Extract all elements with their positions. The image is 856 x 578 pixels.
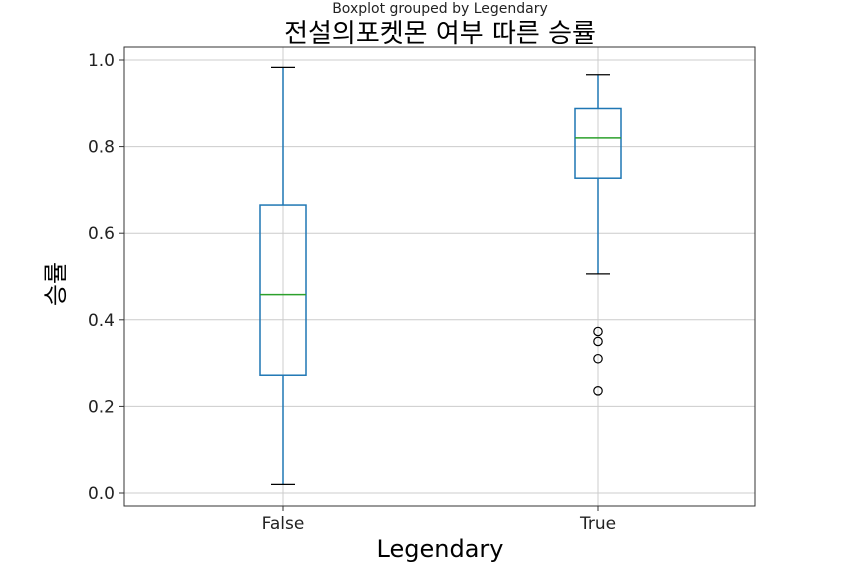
chart-suptitle: Boxplot grouped by Legendary <box>332 1 548 17</box>
outlier-point <box>593 336 603 347</box>
y-tick-label: 0.4 <box>88 311 115 331</box>
outlier-point <box>593 326 603 337</box>
box-group-false <box>259 66 307 485</box>
y-axis-label: 승률 <box>42 262 70 306</box>
y-tick-label: 1.0 <box>88 51 115 71</box>
y-tick-label: 0.0 <box>88 484 115 504</box>
outlier-point <box>593 386 603 396</box>
x-tick-label: True <box>579 514 616 534</box>
box-layer <box>259 66 622 485</box>
y-tick-label: 0.8 <box>88 138 115 158</box>
iqr-box <box>574 107 622 179</box>
box-group-true <box>574 74 622 396</box>
y-tick-label: 0.2 <box>88 397 115 417</box>
tick-layer: 0.0 0.2 0.4 0.6 0.8 1.0 False True <box>88 51 616 534</box>
y-tick-label: 0.6 <box>88 224 115 244</box>
x-axis-label: Legendary <box>377 535 504 563</box>
grid-lines <box>124 47 755 506</box>
chart-title: 전설의포켓몬 여부 따른 승률 <box>284 19 596 49</box>
plot-frame <box>123 46 756 507</box>
x-tick-label: False <box>262 514 305 534</box>
iqr-box <box>259 204 307 376</box>
outlier-point <box>593 353 603 364</box>
